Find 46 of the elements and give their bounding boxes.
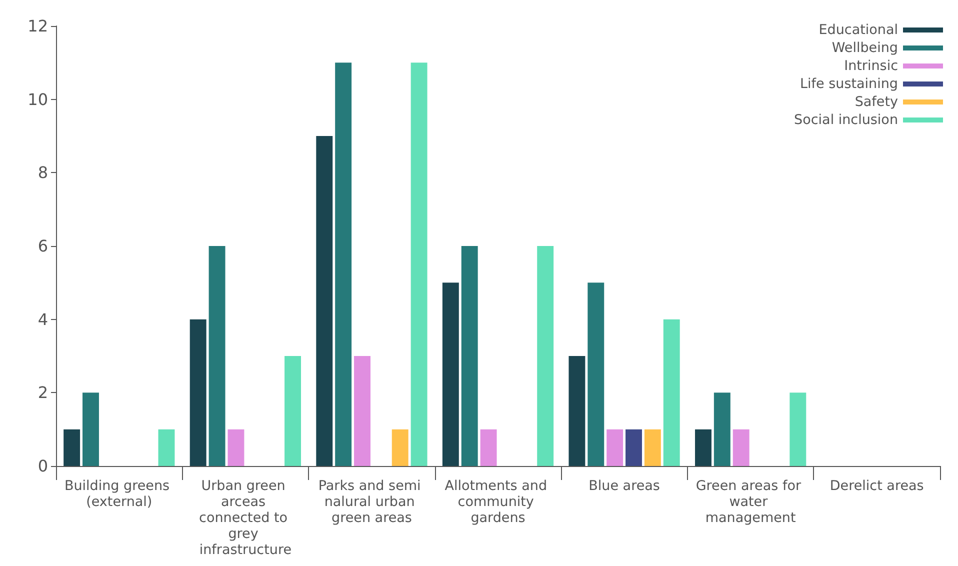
bar (335, 62, 352, 466)
bar (82, 392, 99, 466)
bar (228, 429, 244, 466)
legend-label: Wellbeing (832, 40, 898, 56)
legend-label: Educational (818, 22, 898, 38)
y-tick-label: 12 (28, 16, 48, 36)
bar (732, 429, 750, 466)
legend-label: Social inclusion (794, 112, 898, 128)
legend-label: Safety (854, 94, 898, 110)
bar (695, 429, 712, 466)
x-tick-label: Parks and semi nalural urban green areas (318, 478, 426, 526)
bar (606, 429, 624, 466)
bar (284, 356, 301, 466)
y-tick-label: 6 (38, 236, 48, 256)
bar (316, 136, 333, 466)
bar (790, 392, 806, 466)
y-tick-label: 0 (38, 456, 48, 476)
x-tick-label: Urban green arceas connected to grey infrastructure (199, 478, 292, 558)
bar (410, 62, 428, 466)
bar (644, 429, 661, 466)
bar (208, 246, 226, 466)
bar (537, 246, 554, 466)
bar (568, 356, 586, 466)
x-tick-label: Blue areas (588, 478, 660, 494)
x-tick-label: Building greens (external) (64, 478, 174, 510)
y-tick-label: 2 (38, 383, 48, 402)
bar (392, 429, 408, 466)
y-tick-label: 4 (38, 310, 48, 329)
bar (480, 429, 497, 466)
x-tick-label: Derelict areas (830, 478, 924, 494)
legend-label: Intrinsic (844, 58, 898, 74)
bar (354, 356, 370, 466)
legend-label: Life sustaining (800, 76, 898, 92)
bar (588, 282, 604, 466)
y-tick-label: 10 (28, 90, 48, 109)
x-tick-label: Green areas for water management (696, 478, 806, 526)
bar (663, 319, 680, 466)
x-tick-label: Allotments and community gardens (444, 478, 552, 526)
bar (714, 392, 730, 466)
bar (442, 282, 459, 466)
bar (64, 429, 80, 466)
bar (190, 319, 206, 466)
bar (626, 429, 642, 466)
bar (461, 246, 478, 466)
bar (158, 429, 175, 466)
y-tick-label: 8 (38, 163, 48, 182)
